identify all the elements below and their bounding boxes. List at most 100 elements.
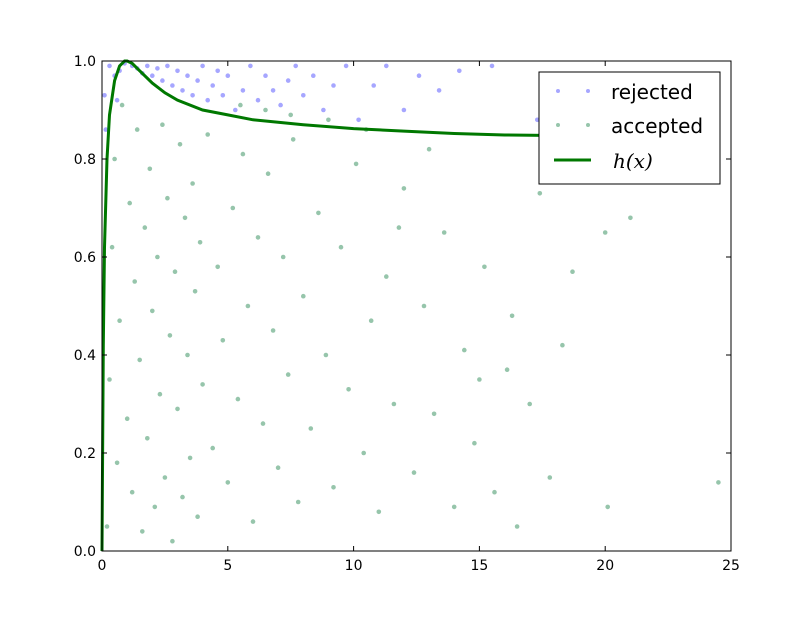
rejected-point-41 <box>401 107 407 113</box>
accepted-point-62 <box>338 244 344 250</box>
accepted-point-88 <box>605 504 610 510</box>
accepted-point-76 <box>462 347 467 353</box>
y-tick-label-3: 0.6 <box>74 250 96 266</box>
plot-frame <box>101 60 732 552</box>
rejected-point-0 <box>107 63 112 69</box>
accepted-point-51 <box>270 328 276 333</box>
rejected-point-35 <box>321 107 326 113</box>
rejected-point-40 <box>384 63 389 69</box>
accepted-point-23 <box>165 195 170 201</box>
legend-accepted-marker-2 <box>586 123 590 127</box>
accepted-point-83 <box>537 191 543 196</box>
accepted-point-29 <box>180 494 185 500</box>
accepted-point-8 <box>127 200 132 206</box>
accepted-point-24 <box>167 333 173 338</box>
accepted-point-44 <box>235 396 241 402</box>
rejected-point-26 <box>248 63 253 69</box>
accepted-point-60 <box>323 352 329 358</box>
accepted-point-0 <box>104 524 110 529</box>
accepted-point-98 <box>263 107 268 113</box>
accepted-point-59 <box>316 210 321 216</box>
x-tick-label-3: 15 <box>470 558 488 574</box>
rejected-point-49 <box>114 97 120 103</box>
accepted-point-78 <box>482 264 487 270</box>
accepted-point-7 <box>124 416 130 422</box>
rejected-point-22 <box>220 93 226 98</box>
accepted-point-68 <box>384 274 389 279</box>
y-tick-label-5: 1.0 <box>74 54 96 70</box>
rejected-point-16 <box>190 93 195 98</box>
rejected-point-15 <box>185 73 190 78</box>
accepted-point-39 <box>210 445 215 451</box>
rejected-point-7 <box>145 63 150 69</box>
accepted-point-61 <box>331 485 336 490</box>
accepted-point-30 <box>182 215 188 221</box>
accepted-point-3 <box>112 156 117 162</box>
accepted-point-90 <box>716 480 721 485</box>
accepted-point-86 <box>570 269 575 275</box>
legend-label-curve: h(x) <box>613 149 653 173</box>
rejected-point-9 <box>155 66 160 71</box>
rejected-point-28 <box>263 73 268 78</box>
accepted-point-26 <box>172 269 178 275</box>
accepted-point-72 <box>421 303 427 309</box>
accepted-point-50 <box>265 171 271 176</box>
rejected-point-34 <box>311 73 316 78</box>
rejected-point-20 <box>210 83 215 88</box>
accepted-point-13 <box>140 529 145 534</box>
legend-rejected-marker-2 <box>586 89 590 93</box>
accepted-point-70 <box>401 186 407 191</box>
rejected-point-13 <box>175 68 180 74</box>
accepted-point-32 <box>187 455 193 461</box>
h-curve-line <box>100 59 555 552</box>
accepted-point-89 <box>628 215 633 221</box>
legend-box <box>538 71 721 185</box>
accepted-point-54 <box>285 372 291 377</box>
accepted-point-38 <box>205 132 210 137</box>
accepted-point-65 <box>361 450 367 456</box>
accepted-point-64 <box>353 161 359 167</box>
accepted-point-47 <box>250 519 256 524</box>
accepted-point-96 <box>326 117 331 123</box>
rejected-point-38 <box>356 117 361 123</box>
accepted-point-52 <box>275 465 281 471</box>
rejected-point-39 <box>371 83 377 88</box>
accepted-point-85 <box>560 342 565 348</box>
y-tick-label-4: 0.8 <box>74 152 96 168</box>
accepted-point-21 <box>160 122 165 127</box>
legend-rejected-marker-1 <box>556 89 560 93</box>
accepted-point-97 <box>288 112 294 118</box>
accepted-point-49 <box>260 421 266 426</box>
y-tick-label-2: 0.4 <box>74 348 96 364</box>
rejected-point-23 <box>225 73 231 78</box>
accepted-point-20 <box>157 391 163 397</box>
accepted-point-36 <box>197 240 203 245</box>
accepted-point-71 <box>411 470 417 475</box>
accepted-point-5 <box>117 318 122 324</box>
accepted-point-81 <box>514 524 520 529</box>
accepted-points <box>104 102 721 544</box>
rejected-points <box>102 61 540 132</box>
rejected-point-42 <box>416 73 422 78</box>
rejected-point-12 <box>170 83 175 88</box>
accepted-point-35 <box>195 514 200 519</box>
x-tick-label-1: 5 <box>223 558 232 574</box>
accepted-point-46 <box>245 303 251 309</box>
rejected-point-29 <box>270 88 276 93</box>
accepted-point-18 <box>152 504 158 510</box>
accepted-point-12 <box>137 357 142 363</box>
rejected-point-27 <box>255 97 261 103</box>
accepted-point-11 <box>134 127 140 132</box>
accepted-point-53 <box>280 254 286 260</box>
accepted-point-93 <box>426 146 432 152</box>
accepted-point-87 <box>602 230 608 235</box>
accepted-point-63 <box>346 387 351 392</box>
accepted-point-94 <box>396 225 402 230</box>
accepted-point-2 <box>109 244 115 250</box>
legend: rejected accepted h(x) <box>538 71 721 185</box>
legend-label-rejected: rejected <box>611 80 693 104</box>
rejected-point-46 <box>535 117 540 123</box>
accepted-point-40 <box>215 264 220 270</box>
y-tick-label-0: 0.0 <box>74 544 96 560</box>
